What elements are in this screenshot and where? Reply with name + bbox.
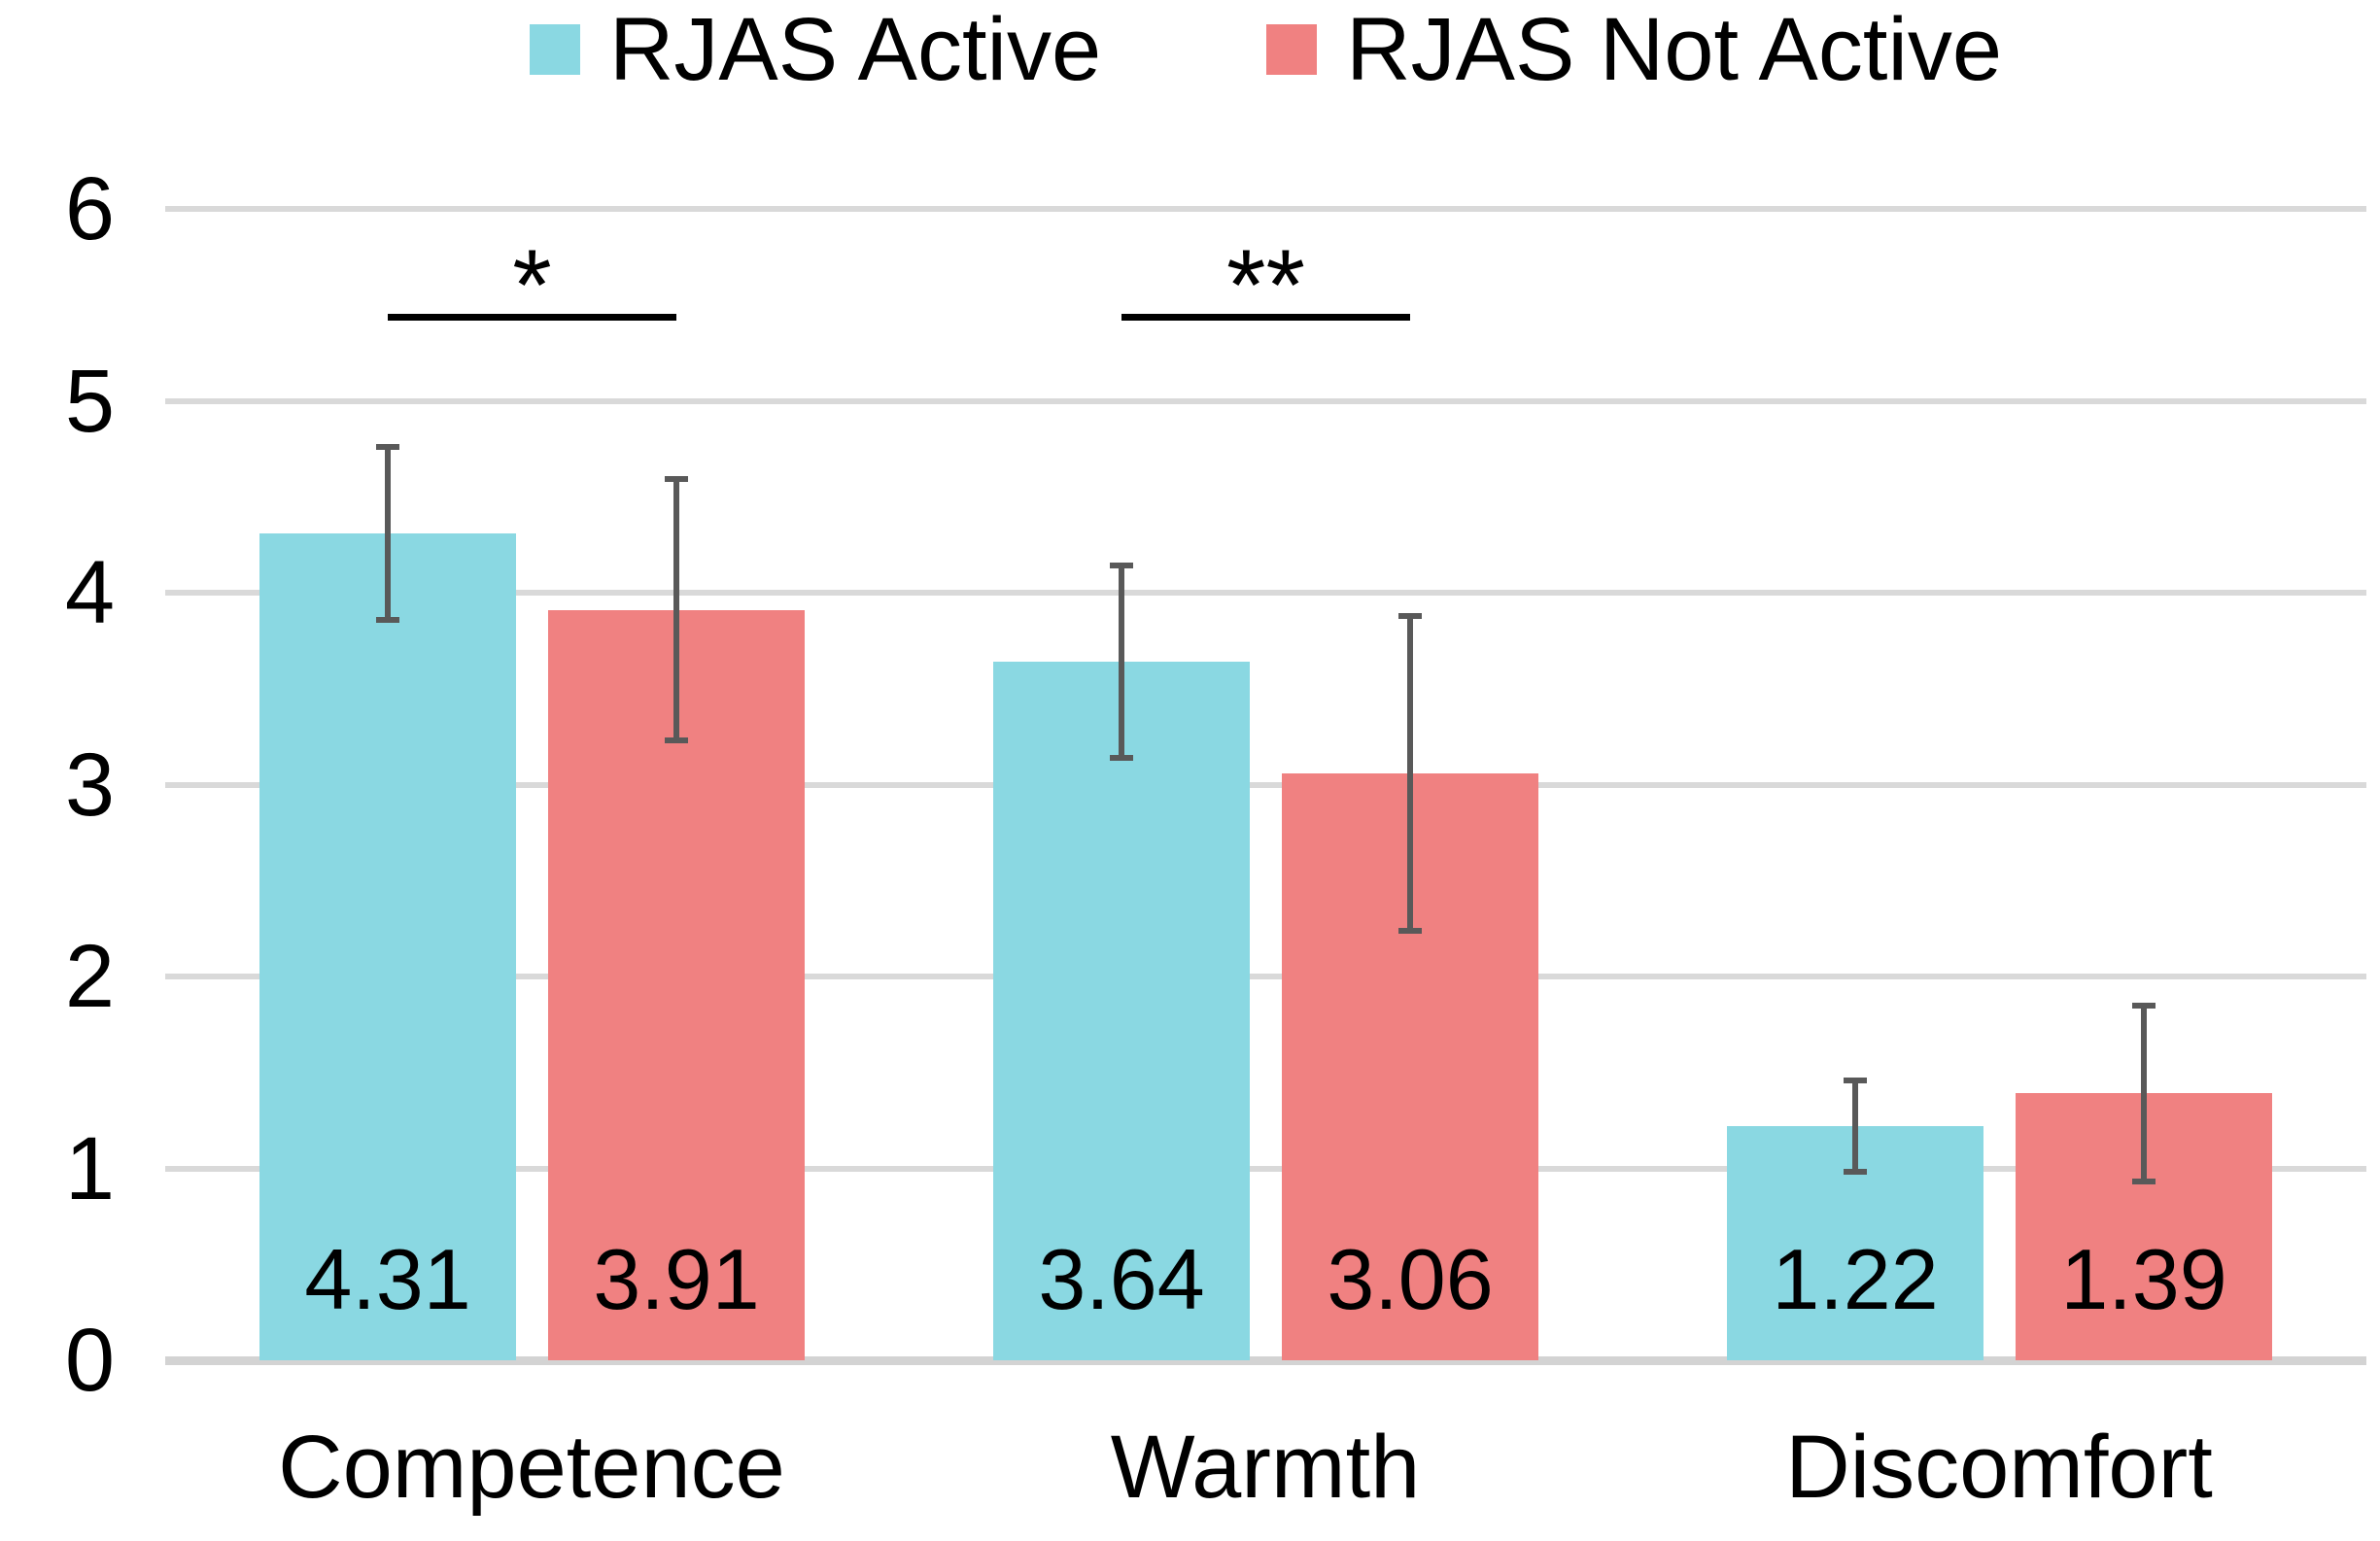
error-bar [2141,1005,2147,1182]
error-bar-cap [1844,1169,1867,1176]
legend-item-not-active: RJAS Not Active [1266,0,2003,99]
gridline [165,1165,2366,1172]
y-tick-label: 3 [64,735,115,835]
error-bar [1852,1079,1858,1173]
error-bar [673,479,679,741]
y-tick-label: 6 [64,159,115,258]
y-tick-label: 1 [64,1118,115,1218]
legend-label-active: RJAS Active [608,0,1102,99]
error-bar [1407,615,1413,931]
error-bar [385,446,391,620]
error-bar-cap [665,737,688,744]
error-bar-cap [1844,1077,1867,1083]
error-bar [1119,565,1124,758]
y-tick-label: 4 [64,543,115,642]
bar-active [259,532,516,1360]
gridline [165,1356,2366,1365]
gridline [165,781,2366,788]
data-label: 4.31 [304,1231,471,1327]
legend-swatch-active [529,24,580,75]
gridline [165,206,2366,212]
significance-line [388,313,676,321]
data-label: 3.64 [1038,1231,1205,1327]
legend-swatch-not-active [1266,24,1318,75]
error-bar-cap [2132,1002,2156,1009]
data-label: 1.39 [2060,1231,2227,1327]
error-bar-cap [376,616,399,623]
error-bar-cap [1110,754,1133,761]
chart-legend: RJAS Active RJAS Not Active [165,0,2366,99]
error-bar-cap [665,476,688,483]
data-label: 1.22 [1772,1231,1939,1327]
category-label-warmth: Warmth [1110,1418,1421,1517]
gridline [165,974,2366,979]
error-bar-cap [1110,563,1133,569]
data-label: 3.06 [1327,1231,1494,1327]
gridline [165,397,2366,404]
significance-label: * [512,228,552,342]
error-bar-cap [376,443,399,450]
significance-label: ** [1226,228,1305,342]
gridline [165,590,2366,596]
error-bar-cap [2132,1179,2156,1185]
data-label: 3.91 [593,1231,760,1327]
y-tick-label: 5 [64,351,115,451]
legend-item-active: RJAS Active [529,0,1102,99]
legend-label-not-active: RJAS Not Active [1346,0,2003,99]
y-tick-label: 0 [64,1311,115,1410]
y-tick-label: 2 [64,927,115,1026]
significance-line [1121,313,1410,321]
error-bar-cap [1398,612,1422,619]
bar-active [993,662,1250,1360]
error-bar-cap [1398,927,1422,934]
category-label-competence: Competence [278,1418,785,1517]
category-label-discomfort: Discomfort [1785,1418,2213,1517]
